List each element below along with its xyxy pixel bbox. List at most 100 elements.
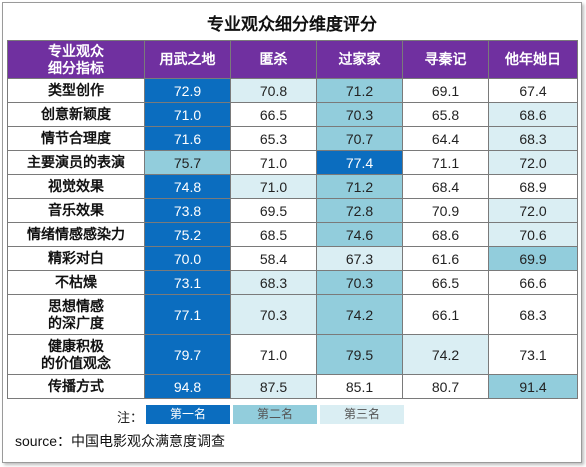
score-cell: 70.0: [144, 246, 231, 271]
score-cell: 72.0: [488, 150, 578, 175]
score-cell: 70.7: [316, 126, 403, 151]
column-header: 用武之地: [144, 40, 231, 79]
legend-second: 第二名: [233, 405, 317, 424]
table-body: 类型创作 72.9 70.8 71.2 69.1 67.4 创意新颖度 71.0 66.5 70.…: [7, 78, 578, 399]
score-cell: 68.3: [230, 270, 317, 295]
row-label-line: 不枯燥: [55, 274, 97, 290]
score-cell: 58.4: [230, 246, 317, 271]
legend-first: 第一名: [146, 405, 230, 424]
score-cell: 71.6: [144, 126, 231, 151]
row-label-line: 主要演员的表演: [27, 154, 125, 170]
table-row: 音乐效果 73.8 69.5 72.8 70.9 72.0: [7, 198, 578, 223]
row-label: 视觉效果: [7, 174, 145, 199]
score-cell: 85.1: [316, 374, 403, 399]
row-label: 类型创作: [7, 78, 145, 103]
score-cell: 70.9: [402, 198, 489, 223]
score-cell: 75.2: [144, 222, 231, 247]
row-label-line: 视觉效果: [48, 178, 104, 194]
score-cell: 68.5: [230, 222, 317, 247]
column-header: 寻秦记: [402, 40, 489, 79]
corner-line-2: 细分指标: [48, 59, 104, 76]
score-cell: 68.3: [488, 294, 578, 335]
row-label: 主要演员的表演: [7, 150, 145, 175]
table-frame: 专业观众细分维度评分 专业观众 细分指标 用武之地 匿杀 过家家 寻秦记 他年她…: [2, 2, 582, 463]
score-cell: 68.9: [488, 174, 578, 199]
row-label-line: 的价值观念: [41, 354, 111, 371]
score-cell: 66.6: [488, 270, 578, 295]
score-cell: 77.1: [144, 294, 231, 335]
score-cell: 71.2: [316, 78, 403, 103]
row-label-line: 类型创作: [48, 82, 104, 98]
score-cell: 64.4: [402, 126, 489, 151]
score-cell: 71.0: [230, 174, 317, 199]
row-label: 情节合理度: [7, 126, 145, 151]
score-cell: 61.6: [402, 246, 489, 271]
row-label: 不枯燥: [7, 270, 145, 295]
row-label-line: 思想情感: [48, 297, 104, 314]
score-cell: 70.3: [316, 102, 403, 127]
legend-note: 注：: [117, 410, 144, 425]
score-cell: 68.3: [488, 126, 578, 151]
row-label-line: 的深广度: [48, 314, 104, 331]
score-cell: 69.9: [488, 246, 578, 271]
score-cell: 74.2: [402, 334, 489, 375]
score-cell: 71.0: [144, 102, 231, 127]
score-table: 专业观众 细分指标 用武之地 匿杀 过家家 寻秦记 他年她日 类型创作 72.9 7…: [7, 40, 578, 399]
corner-header: 专业观众 细分指标: [7, 40, 145, 79]
score-cell: 75.7: [144, 150, 231, 175]
score-cell: 68.6: [402, 222, 489, 247]
table-row: 健康积极 的价值观念 79.7 71.0 79.5 74.2 73.1: [7, 334, 578, 375]
row-label-line: 精彩对白: [48, 250, 104, 266]
score-cell: 77.4: [316, 150, 403, 175]
header-row: 专业观众 细分指标 用武之地 匿杀 过家家 寻秦记 他年她日: [7, 40, 578, 79]
score-cell: 66.1: [402, 294, 489, 335]
row-label-line: 情节合理度: [41, 130, 111, 146]
score-cell: 72.9: [144, 78, 231, 103]
row-label-line: 音乐效果: [48, 202, 104, 218]
row-label: 精彩对白: [7, 246, 145, 271]
score-cell: 79.7: [144, 334, 231, 375]
table-row: 主要演员的表演 75.7 71.0 77.4 71.1 72.0: [7, 150, 578, 175]
score-cell: 67.3: [316, 246, 403, 271]
score-cell: 73.1: [144, 270, 231, 295]
score-cell: 66.5: [402, 270, 489, 295]
score-cell: 74.8: [144, 174, 231, 199]
score-cell: 73.8: [144, 198, 231, 223]
score-cell: 80.7: [402, 374, 489, 399]
row-label-line: 健康积极: [48, 337, 104, 354]
row-label-line: 情绪情感感染力: [27, 226, 125, 242]
table-row: 思想情感 的深广度 77.1 70.3 74.2 66.1 68.3: [7, 294, 578, 335]
score-cell: 69.1: [402, 78, 489, 103]
score-cell: 70.6: [488, 222, 578, 247]
score-cell: 67.4: [488, 78, 578, 103]
score-cell: 71.0: [230, 150, 317, 175]
score-cell: 66.5: [230, 102, 317, 127]
table-row: 不枯燥 73.1 68.3 70.3 66.5 66.6: [7, 270, 578, 295]
table-title: 专业观众细分维度评分: [207, 15, 377, 34]
row-label-line: 传播方式: [48, 378, 104, 394]
score-cell: 71.0: [230, 334, 317, 375]
score-cell: 74.6: [316, 222, 403, 247]
table-row: 创意新颖度 71.0 66.5 70.3 65.8 68.6: [7, 102, 578, 127]
score-cell: 70.3: [316, 270, 403, 295]
column-header: 他年她日: [488, 40, 578, 79]
score-cell: 71.1: [402, 150, 489, 175]
score-cell: 65.3: [230, 126, 317, 151]
column-header: 过家家: [316, 40, 403, 79]
score-cell: 73.1: [488, 334, 578, 375]
row-label: 健康积极 的价值观念: [7, 334, 145, 375]
row-label: 音乐效果: [7, 198, 145, 223]
legend: 注： 第一名 第二名 第三名: [7, 404, 578, 426]
row-label: 情绪情感感染力: [7, 222, 145, 247]
legend-third: 第三名: [320, 405, 404, 424]
table-row: 情节合理度 71.6 65.3 70.7 64.4 68.3: [7, 126, 578, 151]
column-header: 匿杀: [230, 40, 317, 79]
score-cell: 70.3: [230, 294, 317, 335]
source-note: source：中国电影观众满意度调查: [15, 433, 226, 449]
score-cell: 74.2: [316, 294, 403, 335]
score-cell: 79.5: [316, 334, 403, 375]
score-cell: 68.4: [402, 174, 489, 199]
row-label: 创意新颖度: [7, 102, 145, 127]
score-cell: 72.8: [316, 198, 403, 223]
row-label: 传播方式: [7, 374, 145, 399]
